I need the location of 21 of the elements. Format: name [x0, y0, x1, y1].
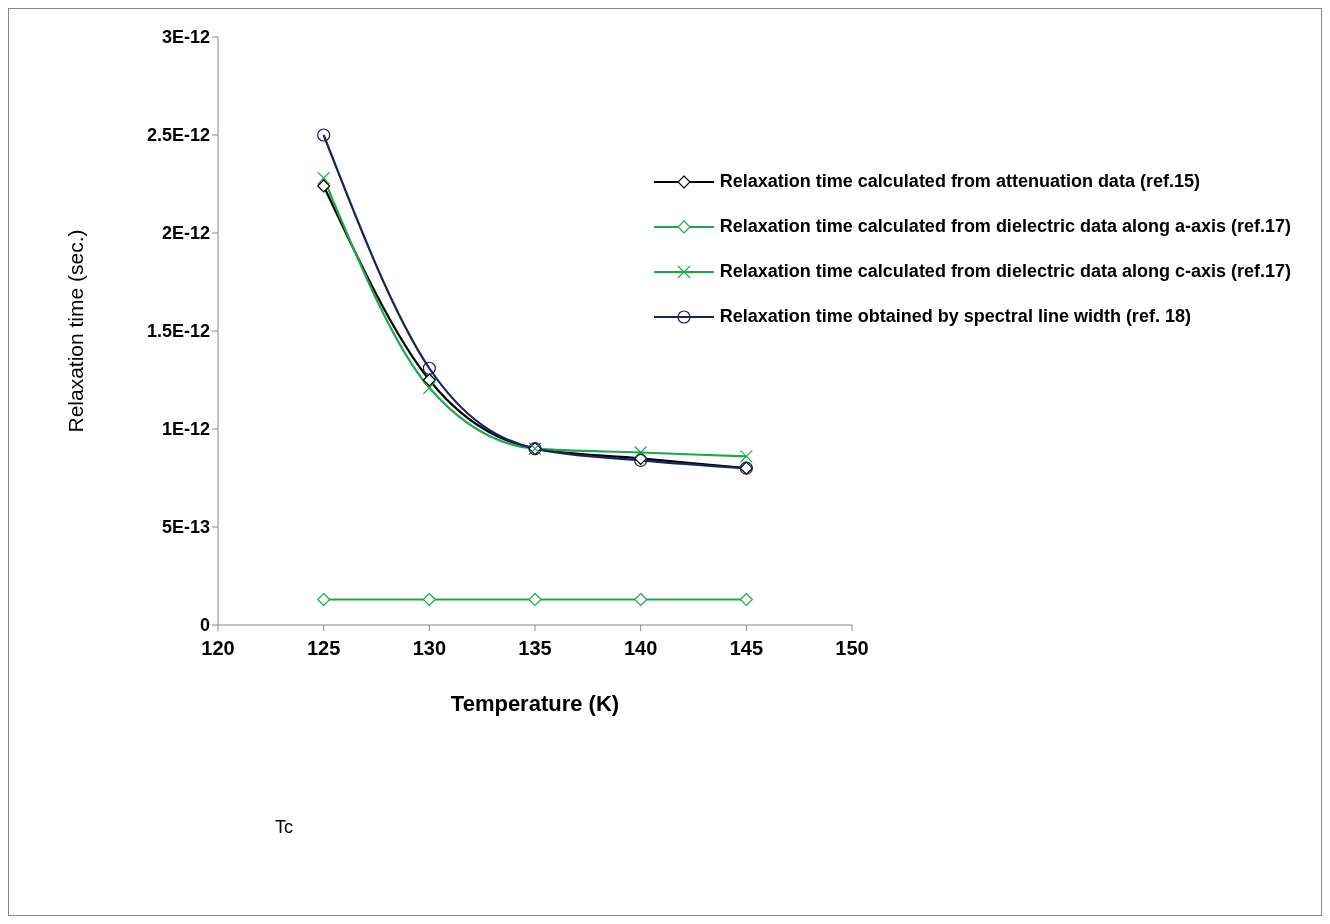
y-tick-label: 1.5E-12: [146, 321, 210, 342]
legend-label: Relaxation time calculated from attenuation data (ref.15): [719, 171, 1200, 192]
y-tick-label: 5E-13: [161, 517, 210, 538]
legend-label: Relaxation time obtained by spectral line width (ref. 18): [719, 306, 1191, 327]
y-tick-label: 3E-12: [161, 27, 210, 48]
y-tick-label: 2.5E-12: [146, 125, 210, 146]
x-tick-label: 145: [729, 637, 764, 660]
y-axis-title: Relaxation time (sec.): [64, 229, 88, 433]
x-tick-label: 120: [201, 637, 235, 660]
legend-label: Relaxation time calculated from dielectric data along a-axis (ref.17): [719, 216, 1291, 237]
legend-label: Relaxation time calculated from dielectric data along c-axis (ref.17): [719, 261, 1291, 282]
y-tick-label: 1E-12: [161, 419, 210, 440]
y-tick-label: 2E-12: [161, 223, 210, 244]
x-tick-label: 135: [518, 637, 552, 660]
x-tick-label: 130: [412, 637, 447, 660]
text: Tc: [275, 817, 293, 838]
x-tick-label: 140: [623, 637, 658, 660]
x-tick-label: 150: [835, 637, 869, 660]
y-tick-label: 0: [199, 615, 210, 636]
x-tick-label: 125: [306, 637, 341, 660]
x-axis-title: Temperature (K): [450, 690, 620, 716]
